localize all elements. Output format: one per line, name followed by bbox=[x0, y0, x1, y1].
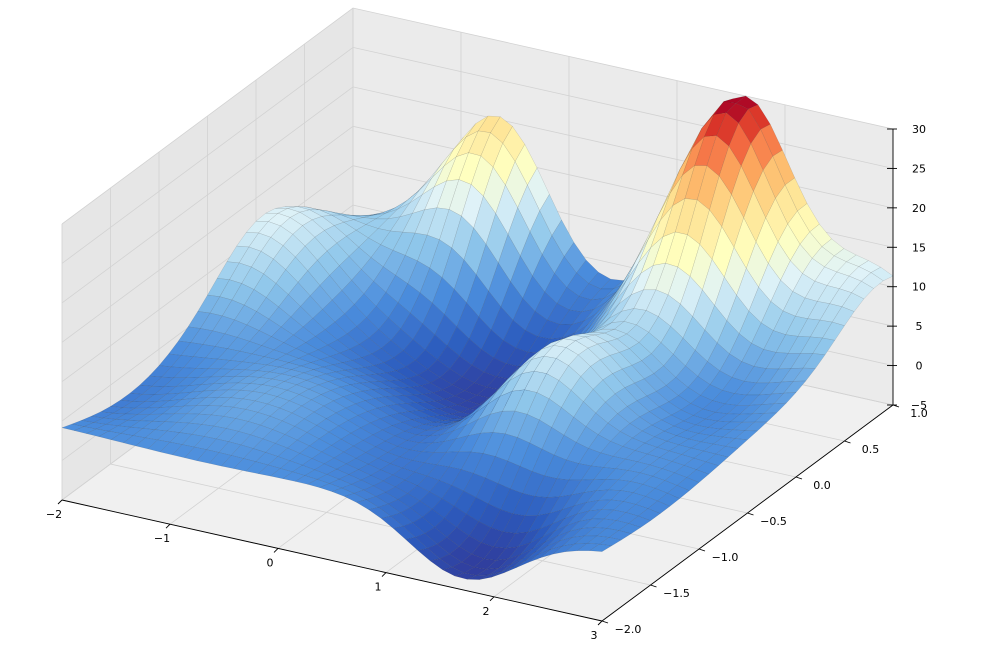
x-tick-label: 1 bbox=[375, 581, 382, 594]
y-tick-label: 0.0 bbox=[813, 479, 831, 492]
x-tick-mark bbox=[273, 548, 279, 553]
x-axis-line bbox=[61, 499, 603, 622]
z-tick-label: 15 bbox=[912, 241, 926, 254]
x-tick-mark bbox=[381, 572, 387, 577]
y-tick-mark bbox=[601, 620, 609, 624]
y-tick-mark bbox=[747, 512, 754, 516]
x-tick-label: 0 bbox=[267, 556, 274, 569]
y-tick-label: −2.0 bbox=[615, 623, 642, 636]
y-tick-label: −1.0 bbox=[712, 551, 739, 564]
y-tick-label: 0.5 bbox=[862, 443, 880, 456]
x-tick-mark bbox=[57, 499, 63, 505]
x-tick-label: 3 bbox=[591, 629, 598, 642]
y-tick-mark bbox=[844, 440, 851, 444]
x-tick-mark bbox=[165, 523, 171, 529]
x-tick-label: 2 bbox=[483, 605, 490, 618]
z-tick-label: 5 bbox=[916, 320, 923, 333]
y-tick-label: −1.5 bbox=[663, 587, 690, 600]
x-tick-label: −2 bbox=[46, 508, 62, 521]
y-tick-mark bbox=[795, 476, 803, 480]
surface-facet bbox=[589, 544, 612, 552]
z-tick-label: 30 bbox=[912, 123, 926, 136]
grid-line-z bbox=[61, 7, 894, 225]
z-tick-label: 20 bbox=[912, 202, 926, 215]
x-tick-mark bbox=[489, 596, 495, 602]
surface-mesh bbox=[61, 95, 894, 580]
y-tick-label: 1.0 bbox=[910, 407, 928, 420]
axis-lines bbox=[57, 128, 900, 626]
z-tick-label: 10 bbox=[912, 281, 926, 294]
tick-labels: −2 −1 0 1 2 3 −2.0 −1.5 −1.0 −0.5 0.0 0.5 1.0−5 0 5 10 1… bbox=[46, 123, 928, 642]
y-tick-mark bbox=[698, 548, 706, 552]
y-tick-label: −0.5 bbox=[760, 515, 787, 528]
x-tick-label: −1 bbox=[154, 532, 170, 545]
z-tick-label: 25 bbox=[912, 162, 926, 175]
z-tick-label: −5 bbox=[911, 399, 927, 412]
x-tick-mark bbox=[597, 620, 603, 626]
y-tick-mark bbox=[650, 584, 657, 588]
z-tick-label: 0 bbox=[916, 360, 923, 373]
